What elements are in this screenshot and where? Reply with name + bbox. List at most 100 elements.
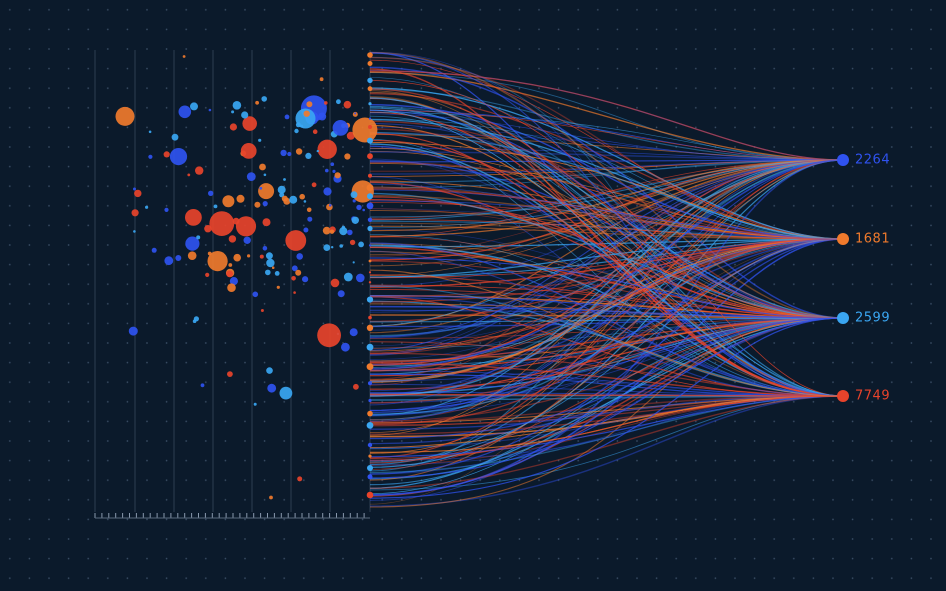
flow-curve [369,296,844,397]
bubble [151,247,157,253]
flow-curve [369,395,844,462]
flow-curve [369,159,844,163]
bubble [133,230,136,233]
node-dot [837,312,849,324]
flow-curve [369,59,844,240]
flow-curve [369,159,844,436]
node-label: 7749 [855,389,890,404]
flow-curve [369,238,844,463]
bubble [330,278,340,288]
start-dot [366,324,374,331]
bubble [294,128,299,134]
bubble [255,100,259,105]
bubble [204,225,212,233]
bubble [227,371,233,377]
bubbles [115,52,378,500]
flow-curve [369,317,844,416]
flows [369,51,844,508]
bubble [362,208,366,212]
bubble [171,133,179,141]
flow-curve [369,238,844,352]
flow-curve [369,181,844,319]
bubble [352,117,378,143]
start-dot [366,296,374,303]
flow-curve [369,192,844,319]
bubble [205,272,210,277]
start-dot [367,52,373,58]
bubble [231,110,235,114]
node-label: 2264 [855,153,890,168]
start-dot [367,442,373,448]
bubble [276,285,280,289]
bubble [306,207,312,213]
bubble [229,277,238,286]
bubble [148,130,152,134]
flow-curve [369,195,844,240]
bubble [228,235,237,243]
bubble [243,236,251,244]
bubble [236,194,245,203]
flow-curve [369,132,844,397]
flow-curve [369,395,844,459]
bubble [258,138,262,142]
flow-curve [369,159,844,421]
flow-curve [369,159,844,338]
flow-curve [369,109,844,161]
bubble [341,225,346,230]
start-dot [367,137,373,144]
bubble [316,149,319,153]
bubble [259,254,264,259]
bubble [279,192,285,198]
bubble [322,226,331,235]
flow-curve [369,159,844,221]
bubble [336,99,341,105]
start-dot [366,184,374,192]
flow-curve [369,88,844,161]
bubble [128,326,138,336]
bubble [208,190,214,196]
flow-curve [369,395,844,435]
flow-curve [369,238,844,412]
flow-curve [369,105,844,319]
bubble [241,111,249,119]
bubble [297,476,303,482]
bubble [260,309,264,312]
flow-curve [369,71,844,161]
start-dot [367,153,373,160]
flow-curve [369,159,844,232]
flow-curve [369,159,844,327]
flow-curve [369,112,844,161]
bubble [349,328,358,337]
start-dot [366,343,374,351]
bubble [187,251,197,260]
flow-curve [369,159,844,421]
bubble [164,256,174,266]
flow-curve [369,317,844,508]
bubble [213,204,218,209]
bubble [277,185,286,194]
flow-curve [369,159,844,370]
flow-curve [369,395,844,430]
start-dot [368,125,372,129]
bubble [318,112,327,121]
bubble [317,139,337,159]
bubble [302,276,309,283]
bubble [289,195,298,204]
start-dot [367,193,373,200]
bubble [148,154,153,159]
node-dot [837,390,849,402]
bubble [252,291,259,298]
bubble [233,253,241,262]
bubble [330,162,335,166]
flow-curve [369,143,844,397]
flow-curve [369,159,844,397]
flow-curve [369,66,844,319]
start-dot [367,86,373,92]
flow-curve [369,251,844,319]
bubble [232,101,242,110]
bubble [350,191,358,199]
start-dot [368,398,372,403]
bubble [352,111,358,117]
flow-curve [369,139,844,397]
